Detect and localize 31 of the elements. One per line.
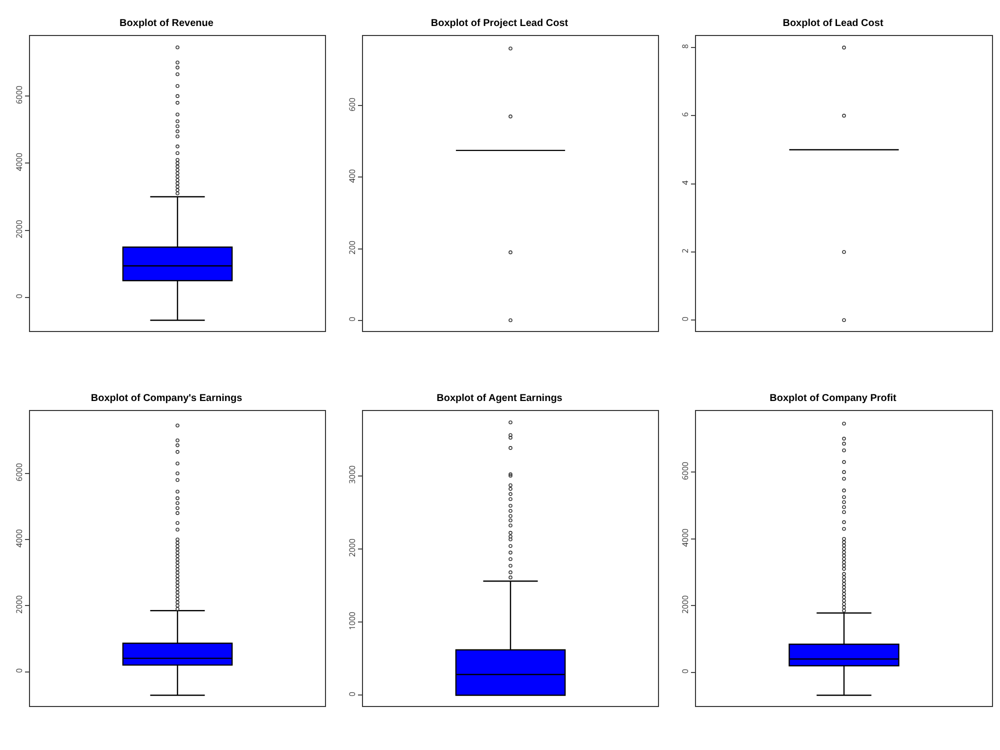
y-tick-label: 6000 <box>14 462 25 482</box>
y-tick-label: 6 <box>680 112 691 117</box>
y-tick-label: 4000 <box>14 528 25 548</box>
y-tick-label: 2 <box>680 248 691 254</box>
chart-title: Boxplot of Revenue <box>120 18 214 29</box>
y-tick-label: 2000 <box>680 594 691 614</box>
y-tick-label: 400 <box>346 168 358 183</box>
y-tick-label: 4 <box>680 180 691 185</box>
y-tick-label: 4000 <box>680 528 691 547</box>
y-tick-label: 4000 <box>14 152 25 172</box>
y-tick-label: 0 <box>680 316 691 322</box>
y-tick-label: 2000 <box>14 594 25 614</box>
y-tick-label: 0 <box>680 668 691 674</box>
y-tick-label: 1000 <box>346 611 358 630</box>
y-tick-label: 0 <box>346 316 358 322</box>
y-tick-label: 8 <box>680 44 691 49</box>
y-tick-label: 200 <box>346 240 358 254</box>
y-tick-label: 600 <box>346 97 358 112</box>
y-tick-label: 0 <box>346 691 358 696</box>
y-tick-label: 6000 <box>14 85 25 104</box>
y-tick-label: 3000 <box>346 464 358 484</box>
chart-title: Boxplot of Company's Earnings <box>90 392 243 404</box>
y-tick-label: 0 <box>14 294 25 299</box>
y-tick-label: 0 <box>14 668 25 673</box>
chart-title: Boxplot of Company Profit <box>770 392 897 404</box>
y-tick-label: 2000 <box>14 220 25 238</box>
chart-title: Boxplot of Project Lead Cost <box>430 18 569 29</box>
chart-title: Boxplot of Agent Earnings <box>436 392 563 404</box>
chart-title: Boxplot of Lead Cost <box>782 18 884 29</box>
y-tick-label: 2000 <box>346 538 358 557</box>
y-tick-label: 6000 <box>680 461 691 480</box>
